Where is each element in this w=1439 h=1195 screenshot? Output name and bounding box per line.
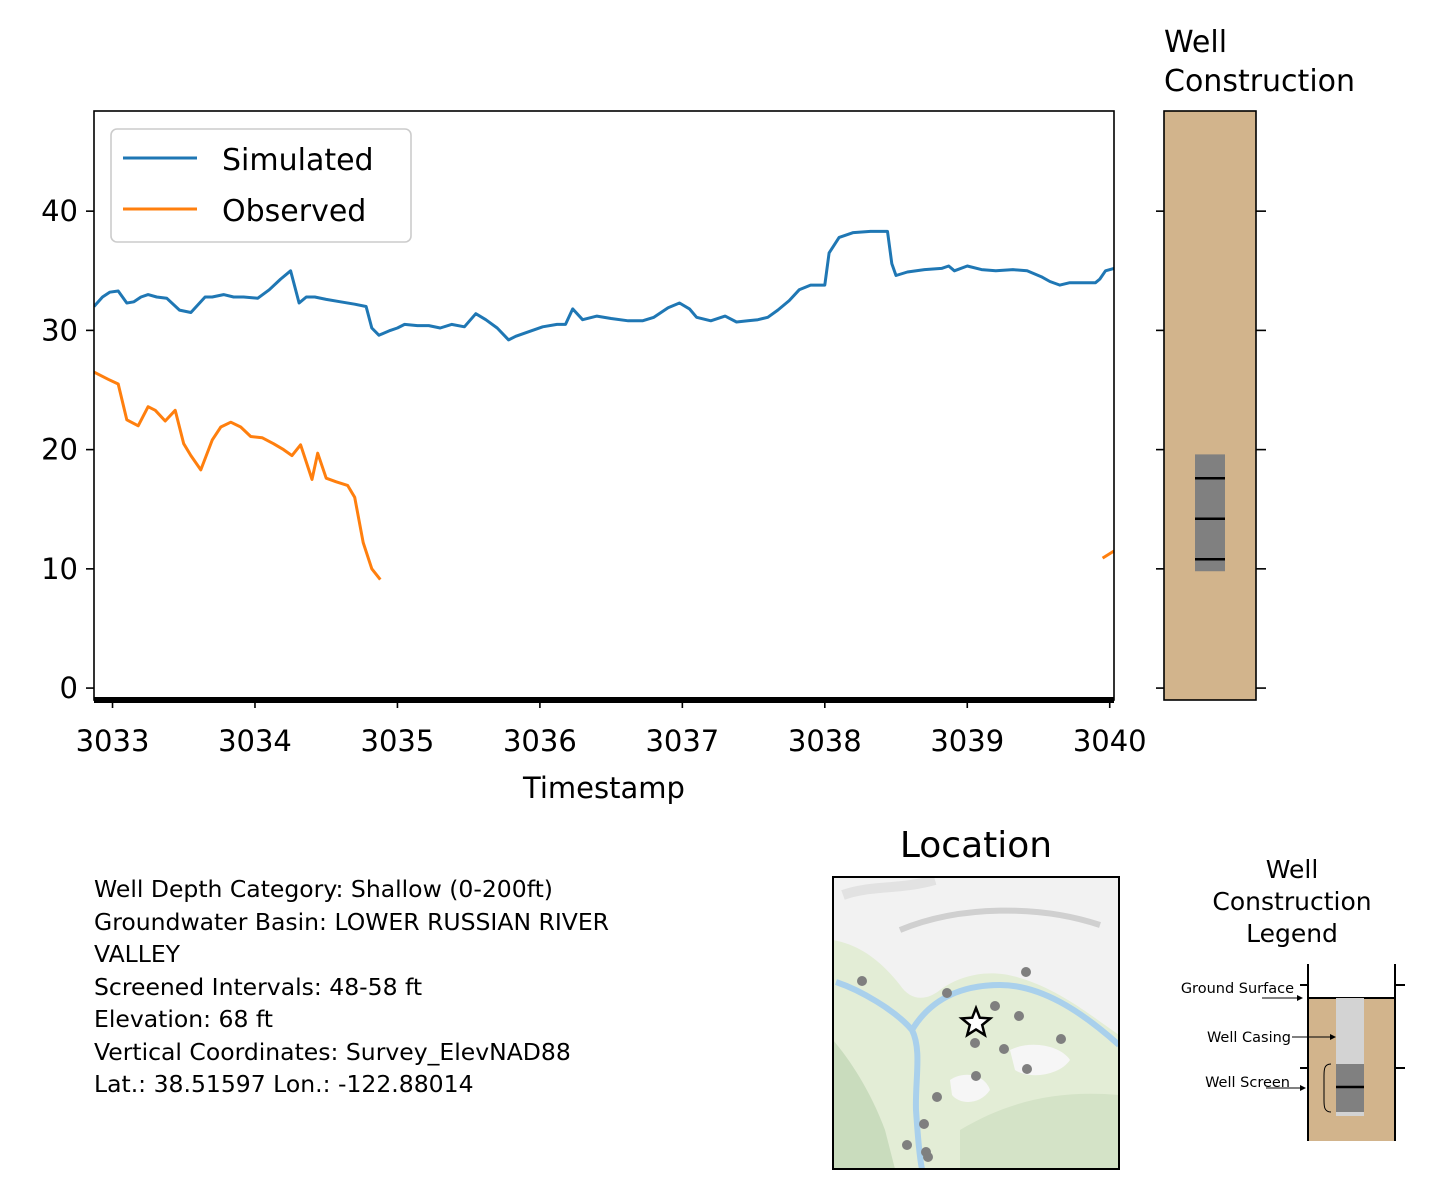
map-well-point (923, 1152, 933, 1162)
well-info-text: Well Depth Category: Shallow (0-200ft) G… (94, 873, 734, 1101)
x-tick-label-3038: 3038 (788, 724, 862, 758)
well-construction-title-line1: Well (1164, 25, 1227, 60)
map-well-point (971, 1071, 981, 1081)
well-legend-title-line3: Legend (1246, 919, 1338, 948)
map-well-point (1021, 967, 1031, 977)
series-line-observed-segment-1 (94, 370, 382, 581)
legend-label-observed: Observed (222, 194, 366, 229)
y-tick-label-0: 0 (60, 671, 78, 705)
location-title: Location (900, 825, 1052, 866)
info-line-lat-lon: Lat.: 38.51597 Lon.: -122.88014 (94, 1070, 474, 1098)
info-line-basin: Groundwater Basin: LOWER RUSSIAN RIVER (94, 907, 610, 936)
legend-label-well-casing: Well Casing (1207, 1030, 1291, 1046)
info-line-depth-category: Well Depth Category: Shallow (0-200ft) (94, 875, 553, 903)
map-well-point (1056, 1034, 1066, 1044)
well-screen-block (1195, 454, 1225, 572)
info-line-screened-intervals: Screened Intervals: 48-58 ft (94, 972, 423, 1001)
map-well-point (919, 1119, 929, 1129)
map-frame (832, 876, 1120, 1170)
legend-label-ground-surface: Ground Surface (1181, 981, 1294, 997)
location-map (833, 877, 1119, 1169)
well-legend-title-line2: Construction (1212, 887, 1371, 916)
map-clearing-2 (950, 1074, 990, 1102)
map-well-point (990, 1001, 1000, 1011)
map-well-point (942, 988, 952, 998)
main-chart: 3033 3034 3035 3036 3037 3038 3039 304001020304… (41, 110, 1147, 805)
map-hillside-left (833, 1040, 895, 1169)
info-line-vertical-coords: Vertical Coordinates: Survey_ElevNAD88 (94, 1037, 571, 1066)
map-ridge (898, 907, 1101, 933)
well-construction-title-line2: Construction (1164, 64, 1355, 99)
y-tick-label-40: 40 (41, 194, 78, 228)
map-well-point (999, 1044, 1009, 1054)
x-tick-label-3033: 3033 (76, 724, 150, 758)
map-well-point (857, 976, 867, 986)
y-tick-label-20: 20 (41, 433, 78, 467)
x-tick-label-3035: 3035 (361, 724, 435, 758)
x-tick-label-3037: 3037 (645, 724, 719, 758)
info-line-basin-cont: VALLEY (94, 940, 181, 968)
well-legend-panel: Well Construction Legend Ground Surface … (1181, 855, 1405, 1141)
map-well-point (970, 1038, 980, 1048)
map-well-point (1014, 1011, 1024, 1021)
y-tick-label-30: 30 (41, 313, 78, 347)
map-well-point (932, 1092, 942, 1102)
star-icon (958, 1004, 994, 1038)
info-line-elevation: Elevation: 68 ft (94, 1005, 273, 1033)
y-tick-label-10: 10 (41, 552, 78, 586)
legend-screen-brace (1323, 1063, 1332, 1113)
legend-label-simulated: Simulated (222, 143, 374, 178)
map-hill (841, 877, 937, 900)
legend: Simulated Observed (110, 128, 412, 243)
well-legend-diagram: Ground Surface Well Casing Well Screen (1181, 964, 1405, 1141)
x-tick-label-3039: 3039 (930, 724, 1004, 758)
map-well-point (1022, 1064, 1032, 1074)
legend-label-well-screen: Well Screen (1205, 1075, 1290, 1091)
x-axis-label: Timestamp (522, 771, 685, 805)
map-hillside-right (960, 1093, 1119, 1169)
well-legend-title-line1: Well (1266, 855, 1319, 884)
x-tick-label-3034: 3034 (218, 724, 292, 758)
map-river (835, 979, 1119, 1169)
x-tick-label-3040: 3040 (1073, 724, 1147, 758)
location-map-panel: Location (832, 825, 1120, 1170)
map-well-point (902, 1140, 912, 1150)
plot-frame (93, 110, 1115, 701)
x-tick-label-3036: 3036 (503, 724, 577, 758)
well-soil-column (1163, 110, 1257, 701)
well-construction-panel: Well Construction (1156, 25, 1355, 701)
series-line-observed-segment-2 (1101, 549, 1114, 560)
map-open-area (833, 877, 1119, 1035)
series-line-simulated (94, 229, 1114, 342)
